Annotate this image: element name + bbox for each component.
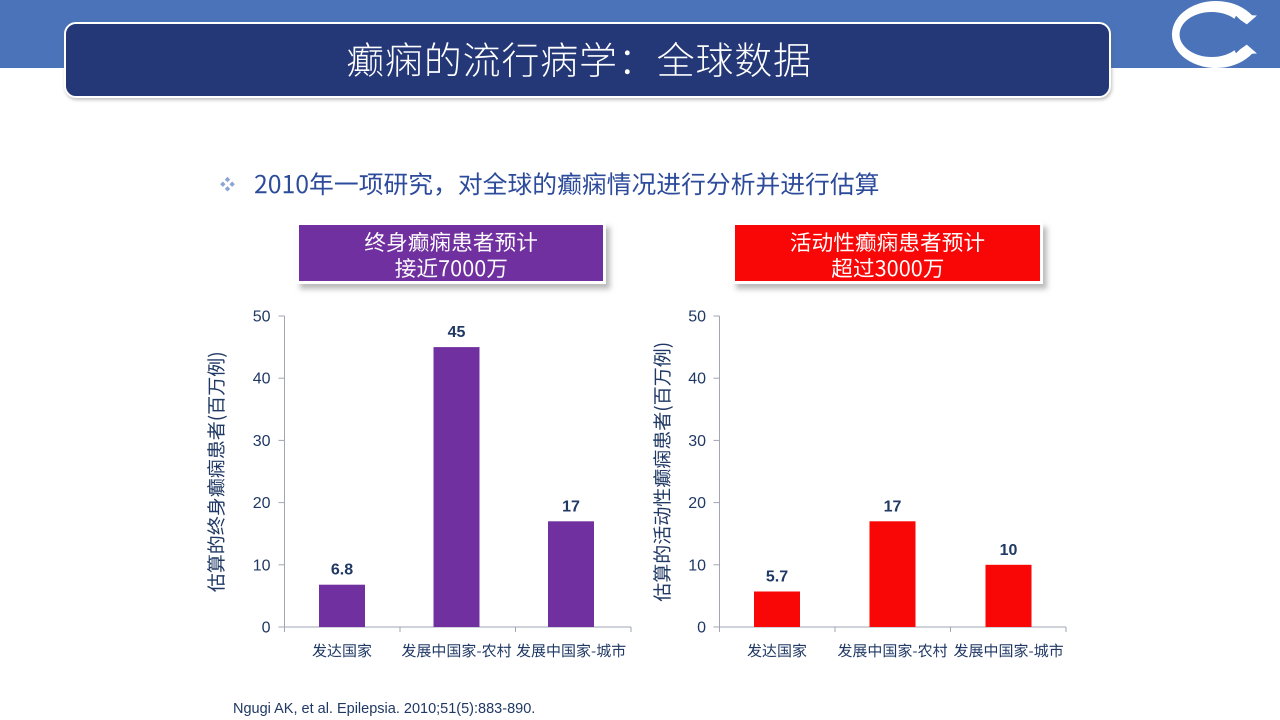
svg-text:50: 50 bbox=[688, 309, 706, 326]
svg-text:30: 30 bbox=[688, 433, 706, 450]
svg-text:50: 50 bbox=[253, 309, 271, 326]
svg-text:30: 30 bbox=[253, 433, 271, 450]
svg-text:10: 10 bbox=[1000, 542, 1018, 559]
svg-text:0: 0 bbox=[697, 620, 706, 637]
svg-text:17: 17 bbox=[884, 498, 902, 515]
svg-text:10: 10 bbox=[253, 557, 271, 574]
svg-text:5.7: 5.7 bbox=[766, 569, 788, 586]
svg-text:20: 20 bbox=[253, 495, 271, 512]
svg-text:40: 40 bbox=[253, 371, 271, 388]
svg-text:40: 40 bbox=[688, 371, 706, 388]
svg-text:6.8: 6.8 bbox=[331, 562, 353, 579]
svg-text:10: 10 bbox=[688, 557, 706, 574]
svg-text:Ngugi AK, et al. Epilepsia. 20: Ngugi AK, et al. Epilepsia. 2010;51(5):8… bbox=[233, 701, 535, 717]
svg-text:45: 45 bbox=[448, 324, 466, 341]
svg-text:20: 20 bbox=[688, 495, 706, 512]
svg-text:0: 0 bbox=[262, 620, 271, 637]
svg-text:17: 17 bbox=[562, 498, 580, 515]
